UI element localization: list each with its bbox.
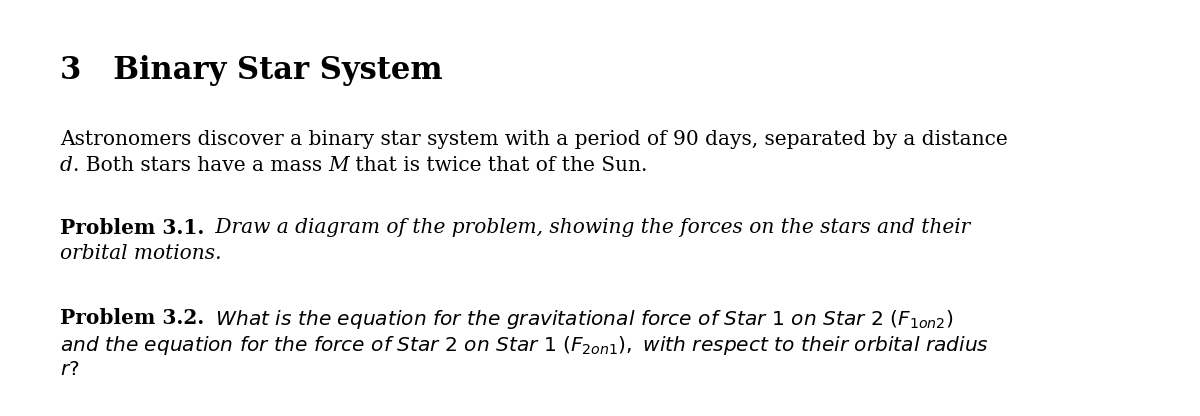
Text: 3   Binary Star System: 3 Binary Star System xyxy=(60,55,443,86)
Text: Draw a diagram of the problem, showing the forces on the stars and their: Draw a diagram of the problem, showing t… xyxy=(209,218,971,237)
Text: orbital motions.: orbital motions. xyxy=(60,244,222,263)
Text: Problem 3.2.: Problem 3.2. xyxy=(60,308,204,328)
Text: M: M xyxy=(329,156,349,175)
Text: . Both stars have a mass: . Both stars have a mass xyxy=(73,156,329,175)
Text: that is twice that of the Sun.: that is twice that of the Sun. xyxy=(349,156,647,175)
Text: $\mathit{What\ is\ the\ equation\ for\ the\ gravitational\ force\ of\ Star\ 1\ o: $\mathit{What\ is\ the\ equation\ for\ t… xyxy=(209,308,954,331)
Text: $\mathit{and\ the\ equation\ for\ the\ force\ of\ Star\ 2\ on\ Star\ 1\ (F_{2on1: $\mathit{and\ the\ equation\ for\ the\ f… xyxy=(60,334,989,357)
Text: $\mathit{r?}$: $\mathit{r?}$ xyxy=(60,360,79,379)
Text: Astronomers discover a binary star system with a period of 90 days, separated by: Astronomers discover a binary star syste… xyxy=(60,130,1008,149)
Text: Problem 3.1.: Problem 3.1. xyxy=(60,218,204,238)
Text: d: d xyxy=(60,156,73,175)
